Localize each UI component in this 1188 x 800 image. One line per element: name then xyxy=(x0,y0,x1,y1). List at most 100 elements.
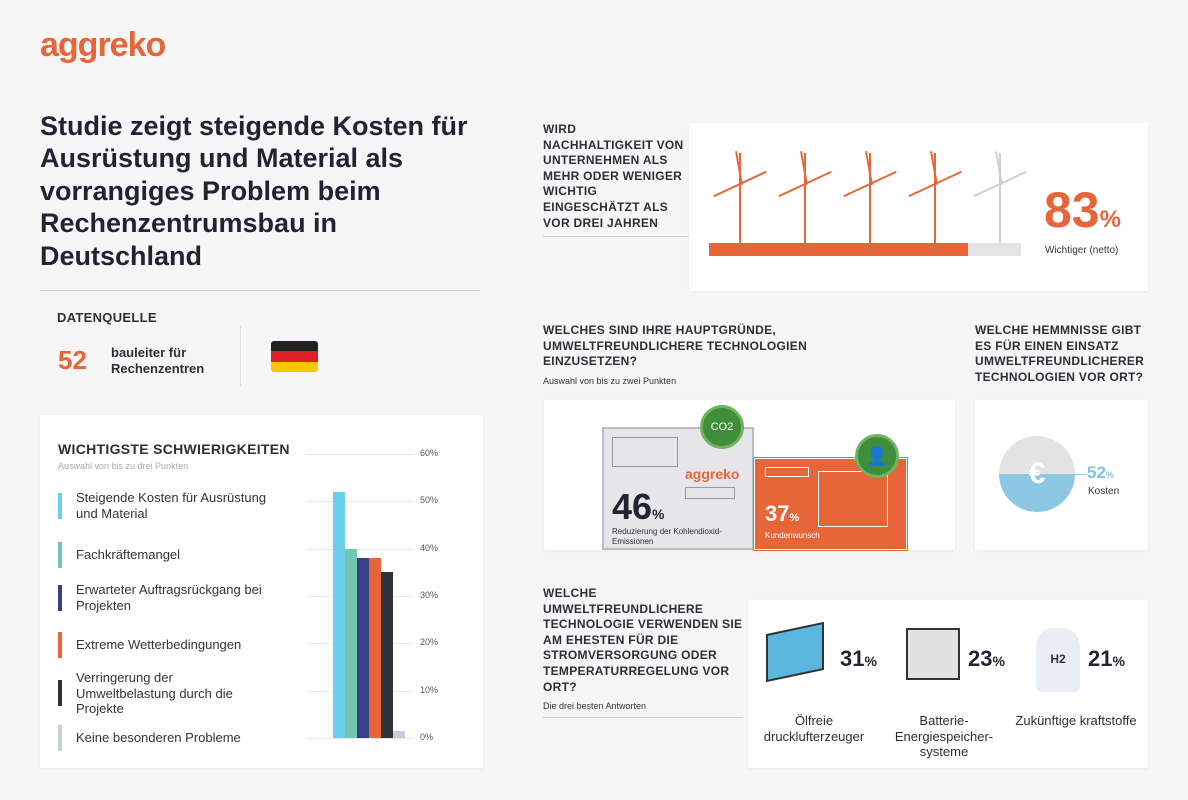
sustainability-label: Wichtiger (netto) xyxy=(1045,245,1119,256)
wind-turbine-icon xyxy=(713,151,767,243)
panel-logo: aggreko xyxy=(685,466,740,482)
customer-person-icon: 👤 xyxy=(855,434,899,478)
legend-swatch xyxy=(58,725,62,751)
source-heading: DATENQUELLE xyxy=(57,310,157,325)
legend-label: Extreme Wetterbedingungen xyxy=(76,637,242,653)
gridline xyxy=(307,454,413,455)
percent-unit: % xyxy=(652,506,665,522)
legend-swatch xyxy=(58,680,62,707)
percent-unit: % xyxy=(992,653,1005,669)
sustainability-progress-fill xyxy=(709,243,968,256)
tech-label: Zukünftige kraftstoffe xyxy=(1015,713,1137,728)
level-line xyxy=(1067,474,1087,475)
legend-item: Steigende Kosten für Ausrüstung und Mate… xyxy=(58,490,276,521)
co2-cloud-icon: CO2 xyxy=(700,405,744,449)
legend-item: Fachkräftemangel xyxy=(58,542,276,568)
wind-turbine-icon xyxy=(973,151,1027,243)
legend-item: Verringerung der Umweltbelastung durch d… xyxy=(58,670,276,717)
legend-swatch xyxy=(58,492,62,519)
bar xyxy=(393,730,405,738)
compressor-icon xyxy=(766,621,824,683)
divider xyxy=(543,236,689,237)
reasons-question: WELCHES SIND IHRE HAUPTGRÜNDE, UMWELTFRE… xyxy=(543,323,808,369)
legend-swatch xyxy=(58,542,62,568)
source-count: 52 xyxy=(58,345,87,375)
page-title: Studie zeigt steigende Kosten für Ausrüs… xyxy=(40,111,468,271)
wind-turbine-icon xyxy=(908,151,962,243)
reason-label: Kundenwunsch xyxy=(765,531,820,540)
barrier-label: Kosten xyxy=(1088,486,1120,497)
y-tick-label: 60% xyxy=(420,448,439,458)
tech-label: Batterie-Energiespeicher-systeme xyxy=(894,713,994,760)
barriers-question: WELCHE HEMMNISSE GIBT ES FÜR EINEN EINSA… xyxy=(975,323,1145,384)
panel-slots xyxy=(685,487,735,499)
technology-card: 31% Ölfreie drucklufterzeuger 23% Batter… xyxy=(748,600,1148,768)
percent-unit: % xyxy=(789,512,800,524)
sustainability-card: 83% Wichtiger (netto) xyxy=(689,123,1148,291)
legend-label: Verringerung der Umweltbelastung durch d… xyxy=(76,670,233,717)
reasons-card: aggreko 46% Reduzierung der Kohlendioxid… xyxy=(544,400,955,551)
y-tick-label: 50% xyxy=(420,495,439,506)
legend-label: Erwarteter Auftragsrückgang bei Projekte… xyxy=(76,582,262,613)
technology-question: WELCHE UMWELTFREUNDLICHERE TECHNOLOGIE V… xyxy=(543,586,743,694)
sustainability-question: WIRD NACHHALTIGKEIT VON UNTERNEHMEN ALS … xyxy=(543,122,684,230)
tech-value: 31 xyxy=(840,646,865,671)
reason-label: Reduzierung der Kohlendioxid-Emissionen xyxy=(612,527,722,547)
reasons-header: WELCHES SIND IHRE HAUPTGRÜNDE, UMWELTFRE… xyxy=(543,323,843,386)
divider xyxy=(240,326,241,386)
percent-unit: % xyxy=(864,653,877,669)
legend-item: Erwarteter Auftragsrückgang bei Projekte… xyxy=(58,582,276,613)
legend-item: Extreme Wetterbedingungen xyxy=(58,632,276,658)
percent-unit: % xyxy=(1099,206,1121,233)
germany-flag-icon xyxy=(271,341,318,372)
y-tick-label: 40% xyxy=(420,542,439,553)
hydrogen-tank-icon: H2 xyxy=(1036,628,1080,692)
vent-icon xyxy=(612,437,678,467)
bar xyxy=(381,572,393,738)
technology-header: WELCHE UMWELTFREUNDLICHERE TECHNOLOGIE V… xyxy=(543,586,743,719)
y-tick-label: 10% xyxy=(420,684,439,695)
bar xyxy=(345,548,357,738)
difficulties-chart-card: WICHTIGSTE SCHWIERIGKEITEN Auswahl von b… xyxy=(40,415,483,768)
vent-icon xyxy=(818,471,888,527)
reasons-note: Auswahl von bis zu zwei Punkten xyxy=(543,375,677,386)
euro-coin-icon: € xyxy=(999,436,1075,512)
percent-unit: % xyxy=(1112,653,1125,669)
chart-title: WICHTIGSTE SCHWIERIGKEITEN xyxy=(58,441,290,457)
sustainability-progress-track xyxy=(709,243,1021,256)
bar xyxy=(369,558,381,738)
panel-slots xyxy=(765,467,809,477)
wind-turbine-icon xyxy=(843,151,897,243)
sustainability-value: 83 xyxy=(1044,182,1100,238)
chart-subtitle: Auswahl von bis zu drei Punkten xyxy=(58,461,189,471)
barrier-value: 52 xyxy=(1087,463,1106,482)
bar xyxy=(357,558,369,738)
source-label: bauleiter für Rechenzentren xyxy=(111,345,205,376)
legend-item: Keine besonderen Probleme xyxy=(58,725,276,751)
tech-value: 23 xyxy=(968,646,993,671)
barriers-card: € 52% Kosten xyxy=(975,400,1148,550)
aggreko-logo: aggreko xyxy=(40,26,166,64)
y-tick-label: 30% xyxy=(420,590,439,600)
reason-panel-customer: 37% Kundenwunsch xyxy=(753,457,908,551)
y-tick-label: 0% xyxy=(420,732,434,742)
divider xyxy=(40,290,480,291)
legend-swatch xyxy=(58,584,62,611)
gridline xyxy=(307,548,413,550)
legend-label: Fachkräftemangel xyxy=(76,547,181,563)
gridline xyxy=(307,501,413,503)
legend-label: Keine besonderen Probleme xyxy=(76,730,241,746)
reason-value: 37 xyxy=(765,501,790,526)
y-tick-label: 20% xyxy=(420,637,439,648)
wind-turbine-icon xyxy=(778,151,832,243)
tech-label: Ölfreie drucklufterzeuger xyxy=(763,713,865,744)
gridline xyxy=(307,738,413,739)
bar xyxy=(333,491,345,738)
tech-value: 21 xyxy=(1088,646,1113,671)
legend-swatch xyxy=(58,632,62,658)
legend-label: Steigende Kosten für Ausrüstung und Mate… xyxy=(76,490,267,521)
battery-storage-icon xyxy=(906,628,960,680)
percent-unit: % xyxy=(1105,470,1114,480)
reason-value: 46 xyxy=(612,486,653,527)
technology-note: Die drei besten Antworten xyxy=(543,701,743,719)
